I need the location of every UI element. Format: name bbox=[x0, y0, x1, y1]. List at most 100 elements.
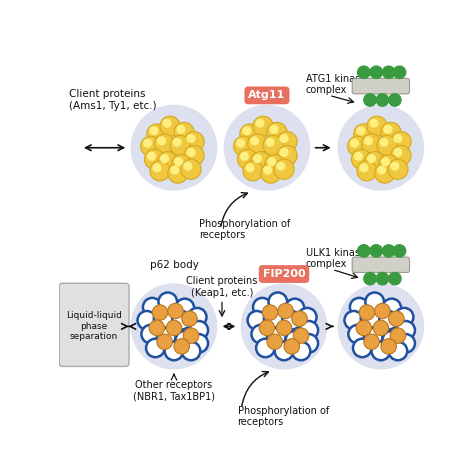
Circle shape bbox=[166, 320, 182, 336]
Circle shape bbox=[292, 342, 310, 360]
Circle shape bbox=[348, 325, 367, 343]
Circle shape bbox=[152, 305, 168, 320]
Circle shape bbox=[364, 273, 376, 285]
Circle shape bbox=[187, 135, 195, 142]
Circle shape bbox=[146, 339, 164, 357]
Circle shape bbox=[274, 159, 294, 179]
Text: Phosphorylation of
receptors: Phosphorylation of receptors bbox=[199, 219, 290, 240]
Circle shape bbox=[251, 137, 258, 145]
Circle shape bbox=[382, 158, 390, 165]
Circle shape bbox=[187, 148, 195, 156]
Circle shape bbox=[396, 334, 415, 353]
Circle shape bbox=[147, 124, 167, 144]
Circle shape bbox=[370, 66, 383, 78]
Circle shape bbox=[155, 134, 175, 154]
Circle shape bbox=[293, 328, 309, 343]
Circle shape bbox=[141, 136, 161, 156]
Circle shape bbox=[380, 138, 388, 146]
Circle shape bbox=[345, 311, 363, 329]
Circle shape bbox=[374, 163, 395, 183]
Circle shape bbox=[364, 328, 383, 346]
Circle shape bbox=[256, 119, 264, 127]
Circle shape bbox=[357, 245, 370, 257]
Circle shape bbox=[370, 119, 378, 127]
Circle shape bbox=[184, 146, 204, 165]
Circle shape bbox=[160, 116, 180, 136]
Circle shape bbox=[389, 94, 401, 106]
Circle shape bbox=[393, 245, 406, 257]
Circle shape bbox=[376, 94, 389, 106]
Circle shape bbox=[158, 292, 177, 311]
Circle shape bbox=[141, 325, 160, 343]
Circle shape bbox=[174, 339, 190, 354]
Circle shape bbox=[247, 134, 268, 154]
Circle shape bbox=[234, 136, 254, 156]
Circle shape bbox=[224, 105, 310, 190]
Circle shape bbox=[394, 148, 402, 156]
Circle shape bbox=[173, 311, 191, 329]
Circle shape bbox=[267, 334, 283, 349]
Circle shape bbox=[188, 308, 207, 327]
Circle shape bbox=[350, 298, 368, 316]
Circle shape bbox=[263, 136, 283, 155]
Circle shape bbox=[388, 159, 408, 179]
Circle shape bbox=[389, 273, 401, 285]
Circle shape bbox=[389, 342, 407, 360]
Circle shape bbox=[389, 311, 404, 327]
Circle shape bbox=[157, 328, 175, 346]
Circle shape bbox=[374, 303, 390, 319]
Circle shape bbox=[338, 105, 423, 190]
Circle shape bbox=[259, 320, 275, 336]
Circle shape bbox=[264, 155, 285, 175]
Text: p62 body: p62 body bbox=[149, 260, 199, 270]
Circle shape bbox=[276, 320, 292, 336]
Circle shape bbox=[393, 66, 406, 78]
Circle shape bbox=[391, 163, 399, 170]
Circle shape bbox=[268, 292, 287, 311]
Circle shape bbox=[284, 339, 300, 354]
Circle shape bbox=[150, 161, 170, 181]
Circle shape bbox=[264, 310, 283, 328]
Circle shape bbox=[280, 135, 288, 142]
Circle shape bbox=[256, 339, 275, 357]
Circle shape bbox=[370, 245, 383, 257]
Circle shape bbox=[391, 146, 411, 165]
Circle shape bbox=[190, 321, 208, 339]
Circle shape bbox=[381, 339, 396, 354]
Circle shape bbox=[277, 146, 297, 165]
Circle shape bbox=[347, 136, 368, 156]
Circle shape bbox=[177, 126, 185, 133]
Circle shape bbox=[285, 299, 304, 317]
Circle shape bbox=[184, 163, 192, 170]
Circle shape bbox=[246, 164, 254, 172]
Circle shape bbox=[365, 137, 373, 145]
Circle shape bbox=[365, 292, 384, 311]
Circle shape bbox=[376, 273, 389, 285]
Circle shape bbox=[175, 299, 194, 317]
Circle shape bbox=[237, 139, 245, 147]
Circle shape bbox=[364, 94, 376, 106]
Circle shape bbox=[171, 166, 179, 174]
Text: Phosphorylation of
receptors: Phosphorylation of receptors bbox=[237, 406, 329, 427]
Circle shape bbox=[277, 132, 297, 152]
Circle shape bbox=[168, 163, 188, 183]
Circle shape bbox=[367, 116, 387, 136]
Circle shape bbox=[300, 321, 318, 339]
FancyBboxPatch shape bbox=[352, 257, 410, 273]
Circle shape bbox=[253, 298, 272, 316]
Circle shape bbox=[161, 155, 169, 163]
Circle shape bbox=[243, 161, 263, 181]
Circle shape bbox=[137, 311, 156, 329]
Circle shape bbox=[266, 138, 274, 146]
Text: Liquid-liquid
phase
separation: Liquid-liquid phase separation bbox=[66, 311, 122, 341]
Circle shape bbox=[365, 152, 385, 172]
Circle shape bbox=[338, 284, 423, 369]
Circle shape bbox=[383, 245, 395, 257]
Circle shape bbox=[390, 328, 406, 343]
Circle shape bbox=[395, 308, 413, 327]
Circle shape bbox=[372, 342, 390, 360]
Circle shape bbox=[354, 124, 374, 144]
Circle shape bbox=[394, 135, 402, 142]
Circle shape bbox=[283, 311, 301, 329]
FancyBboxPatch shape bbox=[59, 283, 129, 366]
